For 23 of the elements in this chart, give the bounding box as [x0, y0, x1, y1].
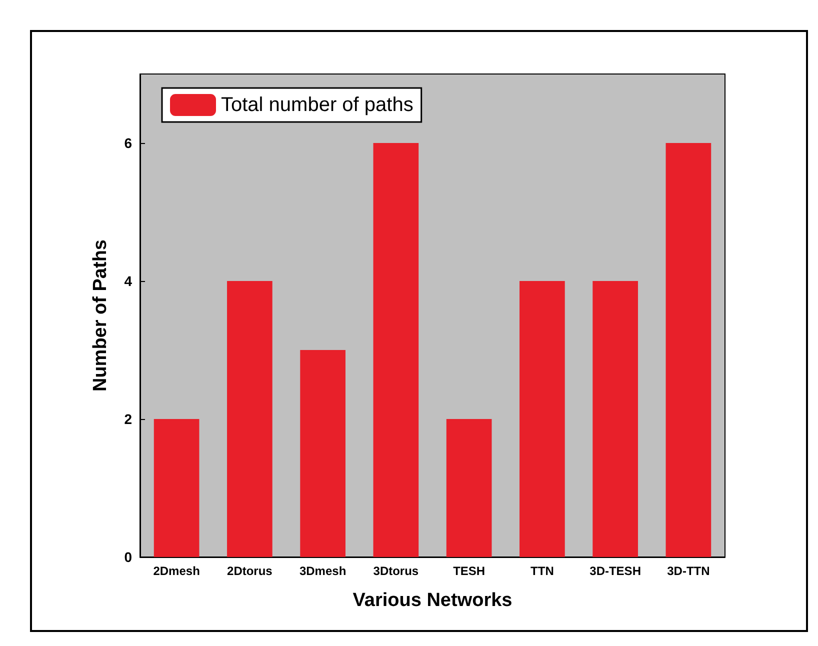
- x-tick-label: 2Dtorus: [227, 564, 273, 578]
- bar: [666, 143, 712, 557]
- x-tick-label: 3Dmesh: [299, 564, 346, 578]
- y-tick-label: 6: [124, 135, 132, 151]
- x-tick-label: TESH: [453, 564, 486, 578]
- bar: [446, 419, 492, 557]
- x-tick-label: 3D-TESH: [590, 564, 641, 578]
- legend-label: Total number of paths: [221, 94, 414, 116]
- bar: [227, 281, 272, 557]
- bar: [300, 350, 346, 557]
- bar: [592, 281, 638, 557]
- x-tick-label: TTN: [530, 564, 554, 578]
- bar: [520, 281, 565, 557]
- y-tick-label: 2: [124, 411, 132, 427]
- y-tick-label: 0: [124, 549, 132, 565]
- x-tick-label: 2Dmesh: [153, 564, 200, 578]
- bar: [373, 143, 419, 557]
- y-tick-label: 4: [124, 273, 132, 289]
- x-tick-label: 3D-TTN: [667, 564, 710, 578]
- y-axis-title: Number of Paths: [90, 239, 111, 392]
- x-tick-label: 3Dtorus: [373, 564, 419, 578]
- bar: [154, 419, 200, 557]
- x-axis-title: Various Networks: [352, 590, 512, 611]
